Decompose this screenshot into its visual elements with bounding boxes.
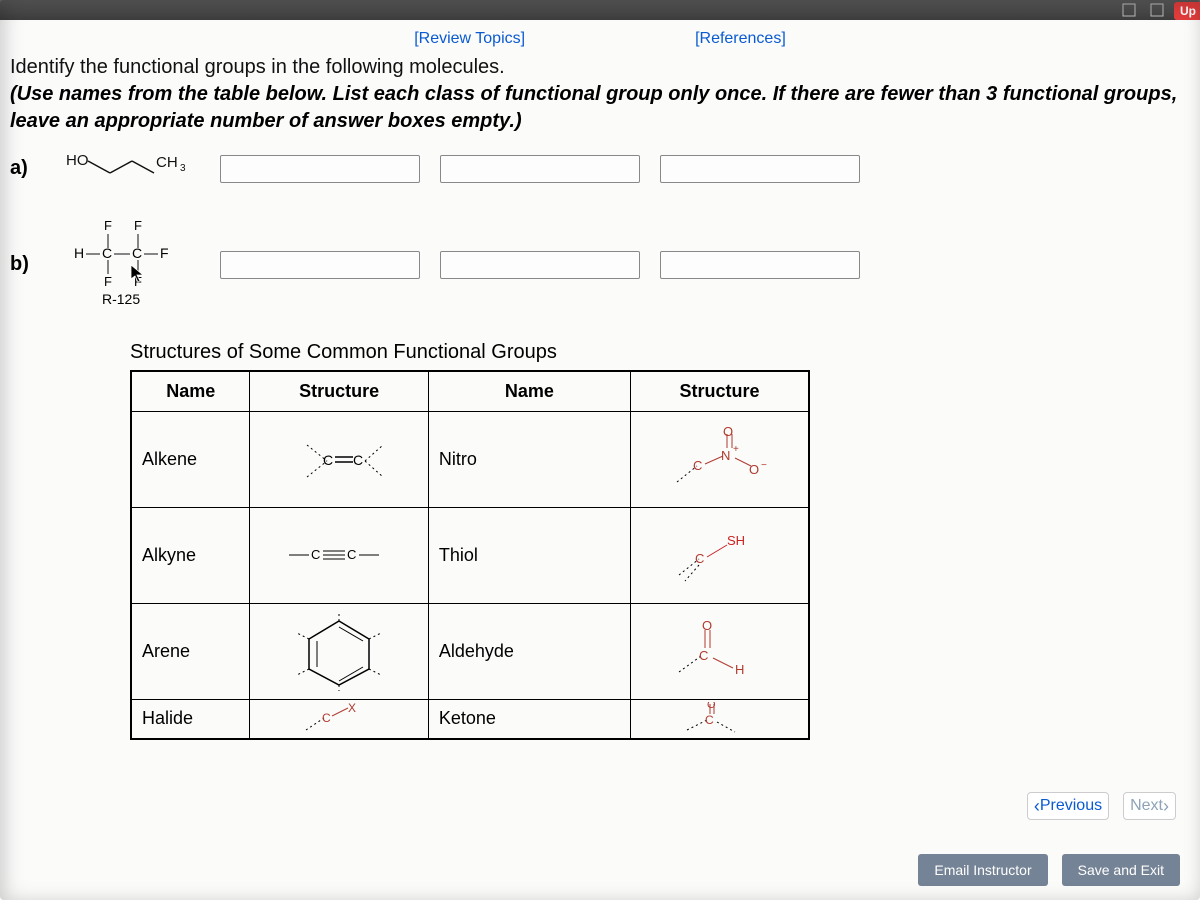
fg-name: Thiol bbox=[428, 507, 630, 603]
fg-table: Name Structure Name Structure Alkene C bbox=[130, 370, 810, 740]
footer-buttons: Email Instructor Save and Exit bbox=[918, 854, 1180, 886]
answer-a-2[interactable] bbox=[440, 155, 640, 183]
svg-text:R-125: R-125 bbox=[102, 291, 140, 307]
fg-table-title: Structures of Some Common Functional Gro… bbox=[130, 341, 810, 364]
svg-text:O: O bbox=[707, 702, 716, 711]
molecule-b: F F H C C F F F R-125 bbox=[60, 218, 200, 311]
fg-name: Alkyne bbox=[131, 507, 250, 603]
fg-struct-thiol: C SH bbox=[631, 507, 809, 603]
fg-name: Arene bbox=[131, 603, 250, 699]
question-prompt: Identify the functional groups in the fo… bbox=[10, 54, 1190, 135]
svg-text:O: O bbox=[749, 462, 759, 477]
svg-text:F: F bbox=[160, 245, 169, 261]
svg-text:SH: SH bbox=[727, 533, 745, 548]
svg-text:C: C bbox=[347, 547, 356, 562]
svg-text:H: H bbox=[74, 245, 84, 261]
svg-text:F: F bbox=[134, 218, 142, 233]
table-row: Alkene C C Nitro bbox=[131, 411, 809, 507]
table-row: Halide C X Ketone C bbox=[131, 699, 809, 739]
fg-struct-nitro: C N O O − + bbox=[631, 411, 809, 507]
fg-name: Ketone bbox=[428, 699, 630, 739]
svg-text:C: C bbox=[705, 713, 714, 727]
top-links: [Review Topics] [References] bbox=[10, 30, 1190, 48]
svg-text:CH: CH bbox=[156, 154, 178, 171]
prompt-line-2: (Use names from the table below. List ea… bbox=[10, 81, 1190, 135]
email-instructor-button[interactable]: Email Instructor bbox=[918, 854, 1047, 886]
os-topbar bbox=[0, 0, 1200, 20]
svg-text:C: C bbox=[693, 458, 702, 473]
next-label: Next bbox=[1130, 797, 1163, 815]
next-button[interactable]: Next › bbox=[1123, 792, 1176, 820]
fg-struct-ketone: C O bbox=[631, 699, 809, 739]
fg-name: Alkene bbox=[131, 411, 250, 507]
fg-struct-alkyne: C C bbox=[250, 507, 428, 603]
table-row: Alkyne C C Thiol bbox=[131, 507, 809, 603]
svg-text:O: O bbox=[723, 424, 733, 439]
fg-name: Halide bbox=[131, 699, 250, 739]
fg-struct-arene bbox=[250, 603, 428, 699]
svg-text:C: C bbox=[322, 711, 331, 725]
topbar-icon bbox=[1150, 3, 1164, 17]
update-badge[interactable]: Up bbox=[1174, 2, 1200, 20]
svg-text:3: 3 bbox=[180, 163, 186, 174]
col-name-1: Name bbox=[131, 371, 250, 411]
prompt-line-1: Identify the functional groups in the fo… bbox=[10, 54, 1190, 81]
nav-buttons: ‹ Previous Next › bbox=[1027, 792, 1176, 820]
save-and-exit-button[interactable]: Save and Exit bbox=[1062, 854, 1180, 886]
question-b-label: b) bbox=[10, 253, 40, 276]
col-struct-2: Structure bbox=[631, 371, 809, 411]
fg-name: Aldehyde bbox=[428, 603, 630, 699]
answer-b-2[interactable] bbox=[440, 251, 640, 279]
svg-text:+: + bbox=[733, 444, 739, 455]
cursor-icon bbox=[130, 264, 144, 284]
svg-text:N: N bbox=[721, 448, 730, 463]
svg-text:C: C bbox=[699, 648, 708, 663]
molecule-a: HO CH 3 bbox=[60, 149, 200, 188]
svg-text:O: O bbox=[702, 618, 712, 633]
svg-text:C: C bbox=[102, 245, 112, 261]
svg-text:C: C bbox=[353, 452, 363, 468]
svg-text:−: − bbox=[761, 460, 767, 471]
chevron-right-icon: › bbox=[1163, 797, 1169, 815]
svg-text:HO: HO bbox=[66, 152, 89, 169]
svg-text:F: F bbox=[104, 218, 112, 233]
review-topics-link[interactable]: [Review Topics] bbox=[414, 30, 525, 48]
previous-label: Previous bbox=[1040, 797, 1102, 815]
question-a-row: a) HO CH 3 bbox=[10, 149, 1190, 188]
answer-b-1[interactable] bbox=[220, 251, 420, 279]
svg-text:C: C bbox=[132, 245, 142, 261]
question-a-label: a) bbox=[10, 157, 40, 180]
references-link[interactable]: [References] bbox=[695, 30, 786, 48]
col-name-2: Name bbox=[428, 371, 630, 411]
svg-text:C: C bbox=[695, 551, 704, 566]
answer-b-3[interactable] bbox=[660, 251, 860, 279]
svg-text:F: F bbox=[104, 274, 112, 289]
svg-text:H: H bbox=[735, 662, 744, 677]
table-row: Arene bbox=[131, 603, 809, 699]
fg-struct-alkene: C C bbox=[250, 411, 428, 507]
fg-struct-aldehyde: C O H bbox=[631, 603, 809, 699]
answer-a-1[interactable] bbox=[220, 155, 420, 183]
fg-struct-halide: C X bbox=[250, 699, 428, 739]
functional-groups-table-wrap: Structures of Some Common Functional Gro… bbox=[130, 341, 810, 740]
svg-text:C: C bbox=[323, 452, 333, 468]
svg-text:C: C bbox=[311, 547, 320, 562]
svg-text:X: X bbox=[348, 702, 356, 715]
fg-name: Nitro bbox=[428, 411, 630, 507]
answer-a-3[interactable] bbox=[660, 155, 860, 183]
previous-button[interactable]: ‹ Previous bbox=[1027, 792, 1109, 820]
topbar-icon bbox=[1122, 3, 1136, 17]
col-struct-1: Structure bbox=[250, 371, 428, 411]
question-b-row: b) F F H C C F bbox=[10, 218, 1190, 311]
